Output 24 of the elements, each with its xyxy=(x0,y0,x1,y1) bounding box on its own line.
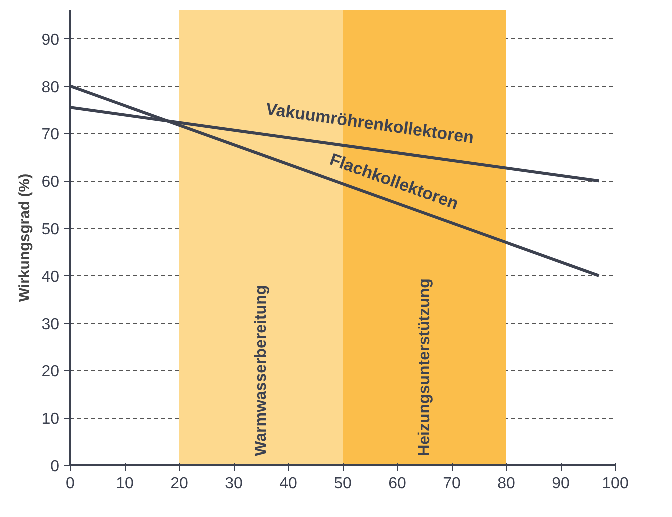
y-tick-label: 80 xyxy=(42,79,60,96)
x-tick-label: 40 xyxy=(280,476,298,492)
x-tick-label: 0 xyxy=(66,476,76,492)
band-label: Warmwasserbereitung xyxy=(252,285,270,456)
x-tick-label: 70 xyxy=(443,476,461,492)
y-tick-label: 40 xyxy=(42,268,60,286)
x-tick-label: 90 xyxy=(552,476,570,492)
y-tick-label: 20 xyxy=(42,364,60,381)
x-tick-label: 20 xyxy=(170,476,188,492)
y-tick-label: 0 xyxy=(50,458,60,476)
y-axis-title: Wirkungsgrad (%) xyxy=(16,174,34,302)
y-tick-label: 10 xyxy=(42,411,60,428)
x-tick-label: 60 xyxy=(388,476,406,492)
y-tick-label: 70 xyxy=(42,126,60,144)
y-tick-label: 30 xyxy=(42,316,60,334)
y-tick-label: 60 xyxy=(42,174,60,192)
x-tick-label: 50 xyxy=(334,476,352,492)
y-tick-label: 50 xyxy=(42,222,60,239)
x-tick-label: 100 xyxy=(602,476,629,492)
band-label: Heizungsunterstützung xyxy=(416,278,434,456)
x-tick-label: 80 xyxy=(498,476,516,492)
x-tick-label: 30 xyxy=(225,476,243,492)
x-tick-label: 10 xyxy=(116,476,134,492)
y-tick-label: 90 xyxy=(42,32,60,49)
